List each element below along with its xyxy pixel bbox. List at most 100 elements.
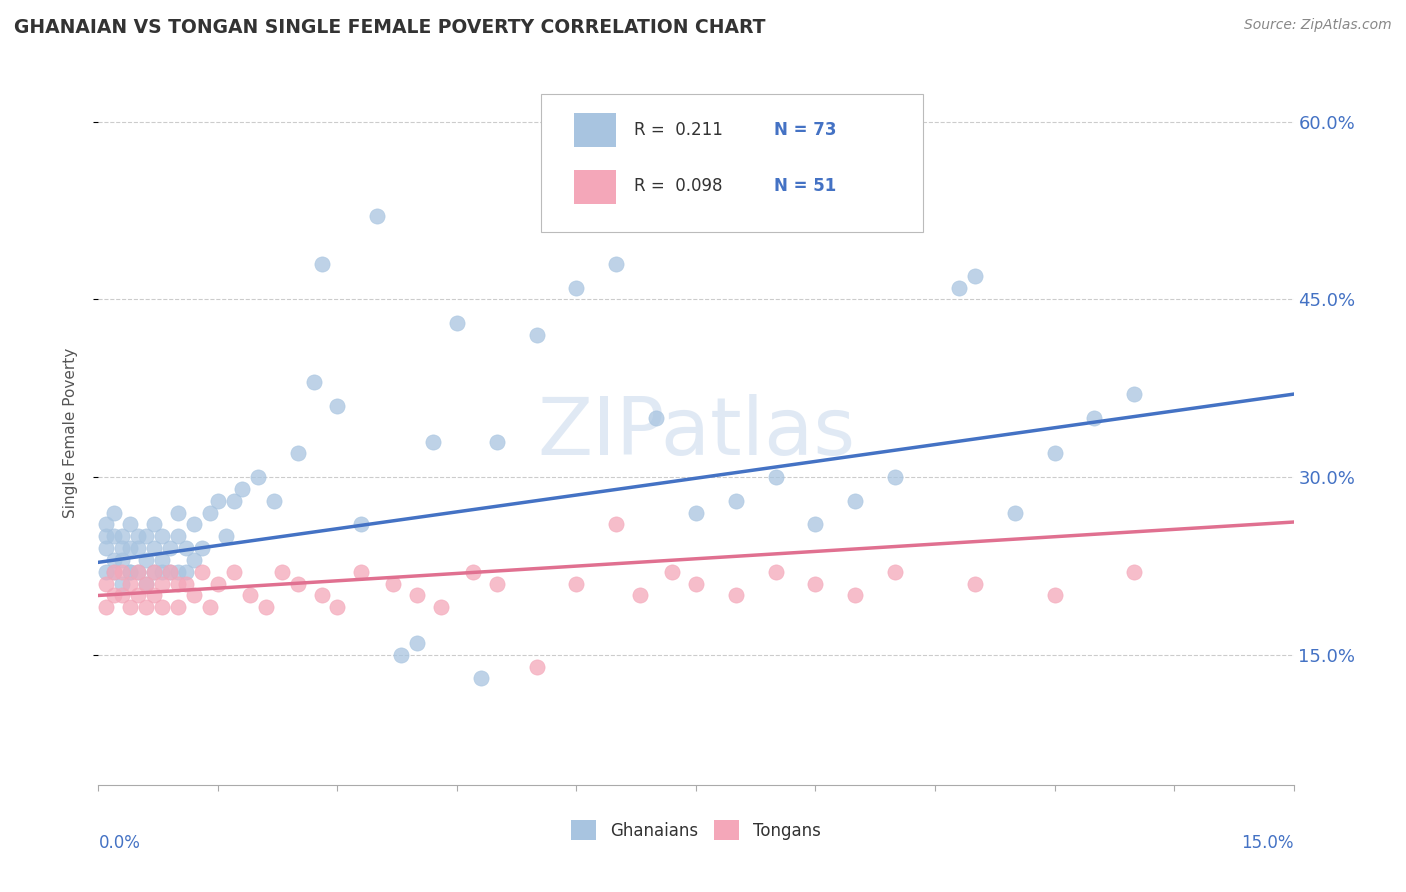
Point [446,316,468,330]
Point [254,600,277,615]
Point [120,576,142,591]
Point [191,541,214,555]
Point [135,576,157,591]
Point [111,553,134,567]
Point [222,565,245,579]
Point [326,399,349,413]
Text: Source: ZipAtlas.com: Source: ZipAtlas.com [1244,18,1392,32]
Point [111,589,134,603]
Point [661,565,683,579]
Point [215,529,238,543]
Point [963,576,986,591]
Point [765,470,787,484]
FancyBboxPatch shape [541,95,922,232]
Point [382,576,405,591]
Point [103,565,125,579]
Point [127,589,149,603]
Point [167,576,190,591]
Point [183,553,205,567]
Point [844,493,866,508]
Point [1083,410,1105,425]
Point [526,659,548,673]
Point [143,565,166,579]
Text: ZIPatlas: ZIPatlas [537,393,855,472]
Point [135,553,157,567]
Point [167,565,190,579]
Point [263,493,285,508]
Point [389,648,412,662]
Point [1123,387,1146,401]
Point [127,529,149,543]
Point [120,541,142,555]
Point [804,576,827,591]
FancyBboxPatch shape [574,113,616,147]
Point [143,541,166,555]
FancyBboxPatch shape [574,169,616,203]
Point [724,493,747,508]
Point [350,517,373,532]
Point [96,517,118,532]
Point [135,529,157,543]
Point [150,600,173,615]
Point [96,576,118,591]
Point [96,600,118,615]
Point [430,600,453,615]
Point [103,506,125,520]
Point [485,434,508,449]
Point [143,565,166,579]
Point [103,589,125,603]
Point [143,589,166,603]
Point [948,280,970,294]
Point [406,636,429,650]
Point [844,589,866,603]
Text: R =  0.211: R = 0.211 [634,120,723,138]
Point [127,565,149,579]
Point [231,482,253,496]
Point [311,257,333,271]
Point [565,280,588,294]
Point [167,529,190,543]
Text: 15.0%: 15.0% [1241,834,1294,852]
Point [685,506,707,520]
Point [366,210,388,224]
Point [198,600,221,615]
Point [207,493,229,508]
Point [159,565,181,579]
Point [127,541,149,555]
Point [167,506,190,520]
Point [103,529,125,543]
Point [183,589,205,603]
Point [96,541,118,555]
Point [111,541,134,555]
Text: N = 73: N = 73 [773,120,837,138]
Point [191,565,214,579]
Point [526,327,548,342]
Point [1043,589,1066,603]
Point [159,565,181,579]
Point [174,576,197,591]
Point [96,565,118,579]
Point [884,470,907,484]
Point [239,589,262,603]
Point [406,589,429,603]
Point [111,576,134,591]
Point [302,376,325,390]
Point [485,576,508,591]
Point [804,517,827,532]
Point [1043,446,1066,460]
Y-axis label: Single Female Poverty: Single Female Poverty [63,348,77,517]
Point [461,565,484,579]
Point [120,600,142,615]
Point [470,672,492,686]
Point [765,565,787,579]
Legend: Ghanaians, Tongans: Ghanaians, Tongans [565,814,827,847]
Text: 0.0%: 0.0% [98,834,141,852]
Point [884,565,907,579]
Point [150,576,173,591]
Point [127,565,149,579]
Point [159,541,181,555]
Point [150,553,173,567]
Point [628,589,651,603]
Point [222,493,245,508]
Point [103,553,125,567]
